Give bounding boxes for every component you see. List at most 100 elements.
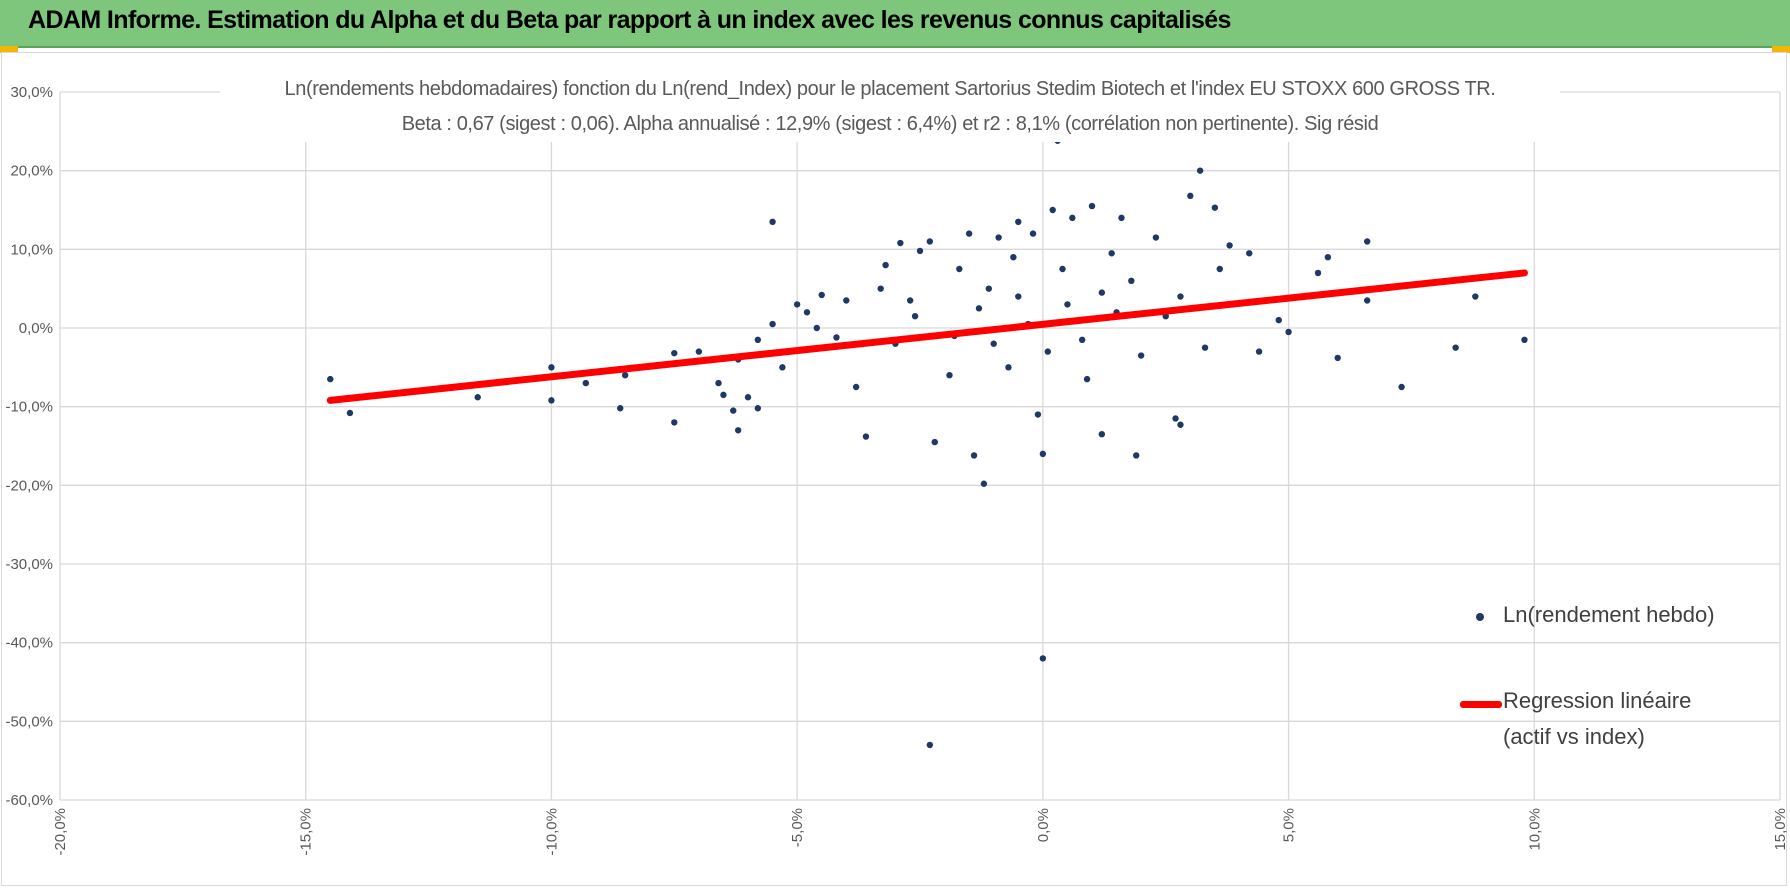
data-point (1015, 293, 1022, 300)
data-point (1226, 242, 1233, 249)
data-point (965, 230, 973, 237)
data-point (1034, 411, 1042, 418)
legend-dot-marker (1476, 613, 1484, 621)
data-point (843, 297, 850, 304)
legend-points-label: Ln(rendement hebdo) (1503, 602, 1715, 627)
data-point (1039, 450, 1047, 458)
data-point (970, 452, 978, 459)
data-point (1078, 336, 1086, 343)
data-point (985, 285, 992, 292)
x-tick-label: -15,0% (298, 808, 315, 856)
chart-area-border (1, 52, 1787, 886)
data-point (1187, 192, 1194, 200)
y-tick-label: -50,0% (5, 713, 53, 730)
data-point (1152, 234, 1160, 241)
y-tick-label: 20,0% (10, 163, 53, 180)
data-point (1083, 375, 1091, 383)
data-point (1275, 316, 1282, 324)
corner-accent-left (0, 46, 18, 53)
y-tick-label: -20,0% (5, 477, 53, 494)
data-point (1285, 328, 1292, 336)
chart-title-line-1: Ln(rendements hebdomadaires) fonction du… (284, 78, 1496, 100)
data-point (1216, 265, 1223, 273)
legend: Ln(rendement hebdo) Regression linéaire … (1455, 600, 1755, 760)
data-point (1010, 254, 1017, 261)
data-point (1314, 269, 1322, 277)
y-tick-label: -40,0% (5, 635, 53, 652)
data-point (1364, 297, 1371, 304)
data-point (946, 372, 953, 379)
data-point (1128, 277, 1135, 284)
data-point (906, 297, 914, 304)
data-point (769, 320, 776, 328)
data-point (1015, 218, 1022, 225)
data-point (1108, 250, 1115, 257)
data-point (327, 375, 334, 383)
data-point (956, 265, 963, 273)
data-point (548, 397, 555, 404)
y-tick-label: -10,0% (5, 399, 53, 416)
data-point (1029, 230, 1037, 237)
data-point (582, 379, 590, 387)
x-tick-label: 15,0% (1772, 808, 1789, 851)
data-point (671, 419, 678, 426)
y-tick-label: -60,0% (5, 792, 53, 809)
data-point (474, 394, 481, 401)
chart-title-line-2: Beta : 0,67 (sigest : 0,06). Alpha annua… (401, 113, 1379, 135)
data-point (1452, 344, 1459, 351)
data-point (1324, 254, 1332, 261)
data-point (754, 405, 762, 412)
data-point (754, 336, 762, 343)
data-point (715, 379, 722, 387)
data-point (1211, 204, 1219, 211)
data-point (1005, 364, 1012, 371)
data-point (617, 405, 624, 412)
data-point (813, 324, 820, 332)
x-axis-ticks: -20,0% -15,0% -10,0% -5,0% 0,0% 5,0% 10,0% 15,0… (52, 808, 1789, 856)
y-tick-label: 10,0% (10, 241, 53, 258)
data-point (1039, 655, 1047, 662)
corner-accent-right (1772, 46, 1790, 53)
data-point (793, 301, 801, 308)
data-point (1334, 354, 1341, 362)
regression-layer (326, 269, 1528, 404)
grid-layer (59, 91, 1781, 801)
data-point (1069, 214, 1076, 222)
data-point (1133, 452, 1140, 459)
x-tick-label: 10,0% (1526, 808, 1543, 851)
data-point (1177, 293, 1184, 300)
data-point (695, 348, 703, 355)
data-point (1364, 238, 1371, 245)
data-point (1044, 348, 1051, 355)
data-point (926, 741, 934, 749)
data-point (346, 409, 354, 417)
data-point (730, 407, 737, 414)
data-point (1246, 250, 1253, 257)
data-point (803, 309, 811, 316)
data-point (882, 261, 889, 269)
data-point (995, 234, 1002, 241)
data-point (926, 238, 934, 245)
y-axis-ticks: 30,0% 20,0% 10,0% 0,0% -10,0% -20,0% -30,0% -40… (5, 84, 53, 809)
data-point (1196, 167, 1204, 174)
banner-title: ADAM Informe. Estimation du Alpha et du … (28, 6, 1231, 34)
data-point (548, 364, 555, 371)
data-point (931, 438, 938, 446)
regression-line (326, 269, 1528, 404)
data-point (1472, 293, 1479, 300)
x-tick-label: -5,0% (789, 808, 806, 847)
legend-line-label-2: (actif vs index) (1503, 724, 1645, 749)
data-point (1201, 344, 1209, 351)
data-point (734, 427, 742, 434)
y-tick-label: 30,0% (10, 84, 53, 101)
legend-line-marker (1460, 701, 1502, 708)
data-point (897, 239, 904, 247)
data-point (1049, 206, 1056, 214)
data-point (1098, 431, 1106, 438)
x-tick-label: 0,0% (1035, 808, 1052, 842)
x-tick-label: -10,0% (543, 808, 560, 856)
data-point (990, 340, 997, 347)
data-point (1398, 383, 1405, 391)
